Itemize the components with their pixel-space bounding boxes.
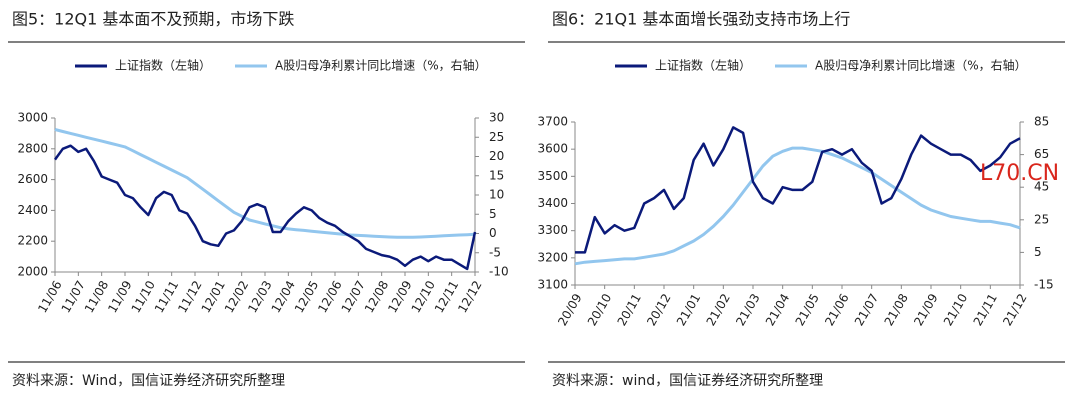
y-tick-label: 3300 [537,223,568,237]
x-tick-label: 21/08 [882,291,911,328]
x-tick-label: 21/02 [704,291,733,328]
x-tick-label: 21/07 [852,291,881,328]
legend-label: 上证指数（左轴） [115,58,211,73]
y-tick-label: 2600 [17,172,48,186]
x-tick-label: 20/09 [555,291,584,328]
legend-label: A股归母净利累计同比增速（%，右轴） [275,58,487,73]
y-tick-label: 3200 [537,250,568,264]
source: 资料来源：Wind，国信证券经济研究所整理 [12,373,285,389]
y2-tick-label: 85 [1034,115,1049,129]
x-tick-label: 20/12 [644,291,673,328]
y2-tick-label: 15 [489,168,504,182]
y2-tick-label: 45 [1034,180,1049,194]
y2-tick-label: 5 [489,207,497,221]
y-tick-label: 2400 [17,203,48,217]
x-tick-label: 21/01 [674,291,703,328]
x-tick-label: 12/12 [455,278,484,315]
x-tick-label: 21/03 [733,291,762,328]
x-tick-label: 21/12 [1000,291,1029,328]
y2-tick-label: 25 [489,130,504,144]
y-tick-label: 3100 [537,278,568,292]
series-line [575,126,1021,254]
y2-tick-label: 10 [489,188,504,202]
y-tick-label: 2200 [17,234,48,248]
y2-tick-label: 65 [1034,147,1049,161]
x-tick-label: 21/05 [793,291,822,328]
x-tick-label: 20/11 [615,291,644,328]
watermark: L70.CN [980,161,1059,186]
series-line [53,144,477,271]
x-tick-label: 21/04 [763,291,792,328]
chart-title: 图6：21Q1 基本面增长强劲支持市场上行 [552,10,850,29]
y2-tick-label: 30 [489,111,504,125]
y2-tick-label: 0 [489,226,497,240]
y-tick-label: 3400 [537,196,568,210]
y-tick-label: 3000 [17,111,48,125]
x-tick-label: 21/06 [822,291,851,328]
y2-tick-label: 25 [1034,212,1049,226]
y-tick-label: 3700 [537,115,568,129]
y-tick-label: 2000 [17,265,48,279]
y2-tick-label: -15 [1034,278,1054,292]
y-tick-label: 3600 [537,142,568,156]
y-tick-label: 2800 [17,141,48,155]
x-tick-label: 21/11 [971,291,1000,328]
legend-label: A股归母净利累计同比增速（%，右轴） [815,58,1027,73]
series-line [54,128,476,239]
series-line [574,146,1021,266]
legend-label: 上证指数（左轴） [655,58,751,73]
chart-title: 图5：12Q1 基本面不及预期，市场下跌 [12,10,294,29]
y2-tick-label: 20 [489,149,504,163]
y-tick-label: 3500 [537,169,568,183]
y2-tick-label: 5 [1034,245,1042,259]
source: 资料来源：wind，国信证券经济研究所整理 [552,373,823,389]
y2-tick-label: -5 [489,245,501,259]
x-tick-label: 21/10 [941,291,970,328]
x-tick-label: 20/10 [585,291,614,328]
y2-tick-label: -10 [489,265,509,279]
x-tick-label: 21/09 [911,291,940,328]
